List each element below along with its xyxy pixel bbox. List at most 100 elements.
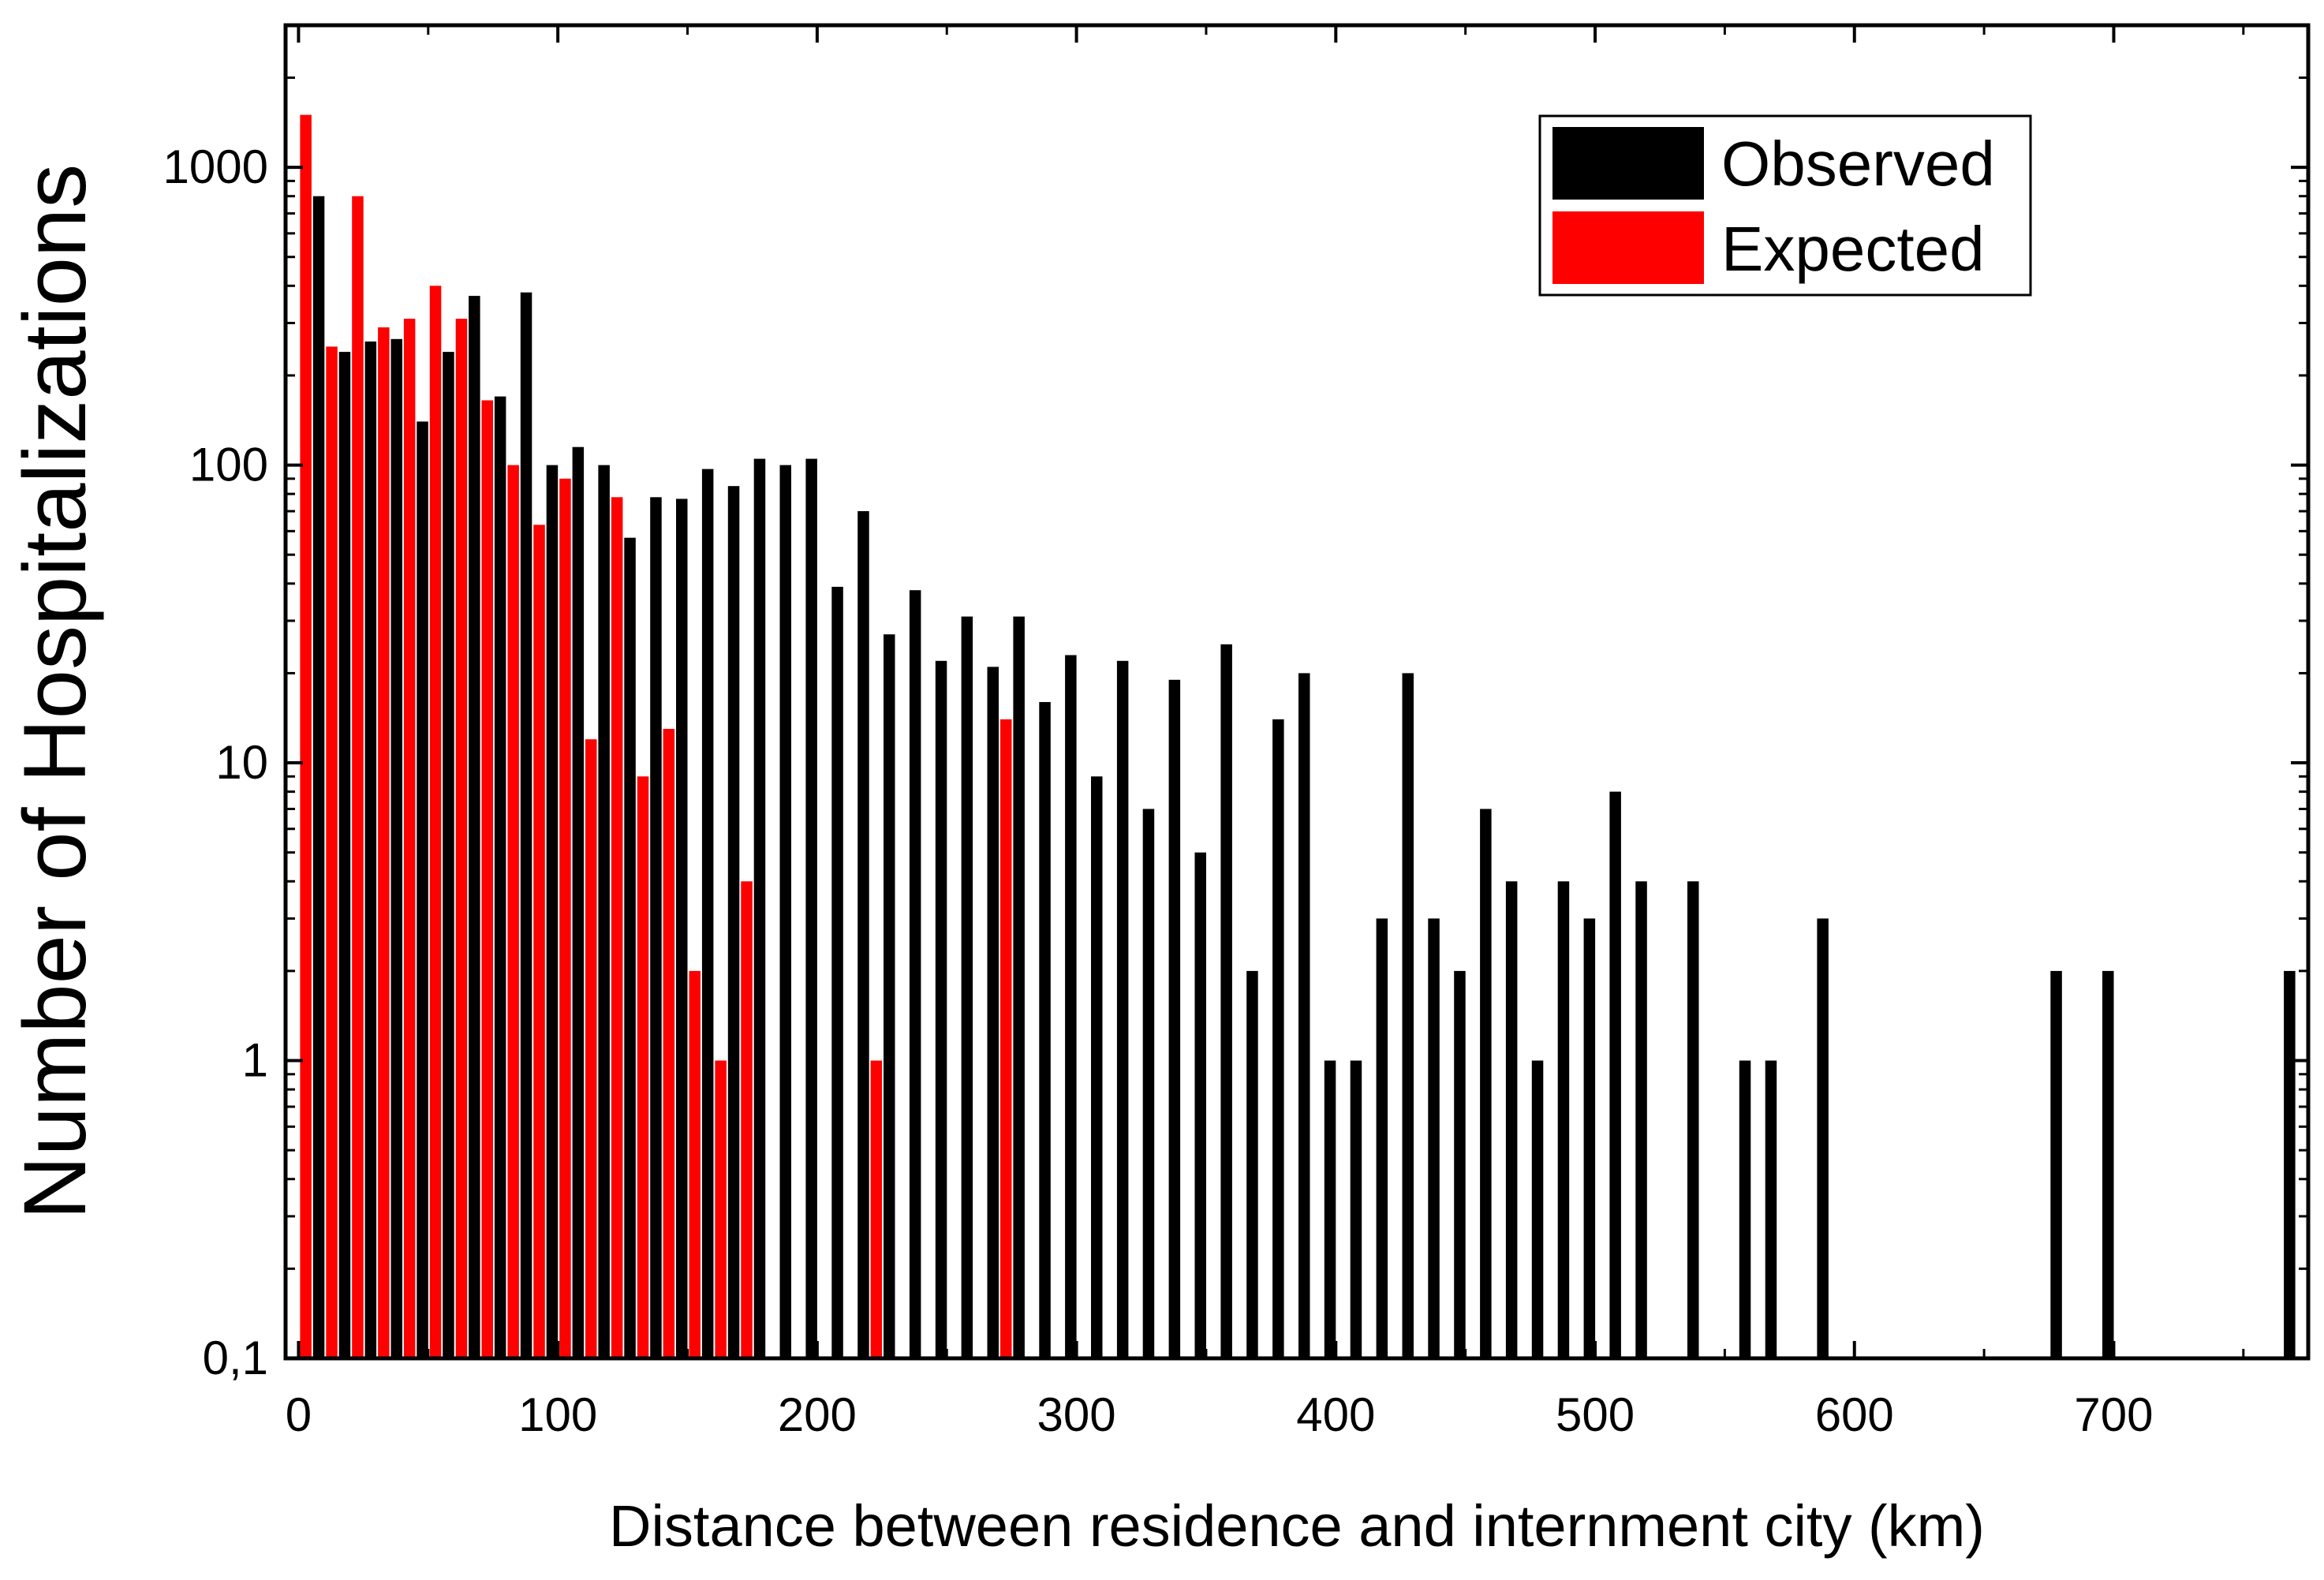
x-tick-label: 600 [1815,1388,1894,1441]
bar-observed-190 [779,465,791,1358]
bar-expected-20 [352,196,364,1359]
y-tick-label: 1000 [163,140,268,193]
y-tick-label: 0,1 [203,1332,268,1384]
bar-expected-50 [429,286,442,1358]
bar-observed-10 [312,196,325,1359]
bar-observed-100 [546,465,559,1358]
bar-observed-220 [857,511,869,1358]
bar-observed-170 [727,486,740,1359]
bars-layer [300,114,2296,1359]
bar-observed-380 [1272,719,1284,1358]
bar-expected-0 [300,114,312,1359]
bar-observed-590 [1817,918,1829,1358]
bar-observed-520 [1635,881,1647,1358]
bar-expected-60 [455,319,468,1359]
ticks-layer: 0 100 200 300 400 500 600 700 0,1 1 10 100 1000 [163,24,2308,1441]
bar-observed-360 [1220,644,1232,1358]
bar-observed-90 [520,292,532,1359]
y-tick-label: 10 [215,736,268,789]
bar-observed-150 [676,499,688,1358]
bar-observed-330 [1142,809,1155,1358]
x-tick-label: 500 [1556,1388,1635,1441]
bar-observed-510 [1609,791,1621,1358]
bar-observed-60 [443,352,454,1359]
bar-observed-500 [1583,918,1596,1358]
bar-observed-110 [572,446,585,1359]
bar-observed-240 [909,590,921,1358]
bar-observed-370 [1246,970,1258,1358]
bar-expected-30 [378,327,390,1358]
bar-expected-40 [403,319,416,1359]
bar-observed-770 [2284,970,2296,1358]
x-tick-label: 300 [1037,1388,1116,1441]
y-axis-title: Number of Hospitalizations [6,164,104,1220]
bar-observed-470 [1505,881,1518,1358]
bar-observed-700 [2102,970,2114,1358]
bar-expected-130 [637,776,649,1358]
bar-observed-40 [390,338,402,1358]
bar-observed-320 [1116,660,1129,1358]
bar-observed-30 [364,341,377,1358]
bar-observed-260 [961,616,973,1358]
bar-observed-140 [650,497,662,1358]
bar-observed-680 [2050,970,2062,1358]
bar-observed-400 [1324,1060,1336,1358]
bar-observed-290 [1039,702,1051,1358]
bar-expected-80 [507,465,519,1358]
x-tick-label: 100 [518,1388,597,1441]
bar-observed-230 [884,634,895,1358]
bar-observed-250 [935,660,947,1358]
bar-expected-150 [689,970,701,1358]
bar-expected-270 [1000,719,1012,1358]
bar-observed-130 [624,537,636,1359]
bar-observed-410 [1350,1060,1362,1358]
legend-label-observed: Observed [1721,129,1995,199]
bar-observed-540 [1687,881,1699,1358]
bar-expected-170 [741,881,753,1358]
bar-observed-350 [1194,852,1206,1358]
x-tick-label: 200 [778,1388,857,1441]
legend-swatch-observed [1552,127,1704,200]
bar-expected-220 [870,1060,883,1358]
bar-observed-440 [1428,918,1440,1358]
bar-observed-180 [753,458,766,1358]
legend-label-expected: Expected [1721,214,1985,284]
y-tick-label: 1 [242,1034,268,1087]
bar-observed-560 [1739,1060,1751,1358]
bar-expected-70 [481,400,493,1358]
bar-observed-280 [1013,616,1025,1358]
bar-observed-120 [598,465,610,1358]
bar-observed-480 [1531,1060,1544,1358]
bar-observed-430 [1402,673,1414,1358]
bar-expected-160 [715,1060,727,1358]
bar-expected-110 [585,739,597,1358]
legend-swatch-expected [1552,211,1704,284]
x-axis-title: Distance between residence and internmen… [609,1493,1985,1559]
bar-observed-310 [1091,776,1103,1358]
bar-observed-70 [469,296,480,1359]
bar-observed-420 [1376,918,1388,1358]
bar-observed-450 [1454,970,1466,1358]
bar-observed-200 [805,458,817,1358]
x-tick-label: 700 [2074,1388,2153,1441]
bar-expected-120 [611,497,623,1358]
bar-observed-160 [701,469,714,1358]
bar-observed-570 [1765,1060,1777,1358]
bar-observed-80 [494,396,506,1359]
bar-expected-10 [326,346,338,1358]
bar-observed-20 [338,352,351,1359]
bar-observed-300 [1065,655,1077,1358]
bar-observed-50 [417,421,428,1358]
bar-observed-460 [1480,809,1492,1358]
bar-observed-390 [1298,673,1310,1358]
bar-expected-90 [533,525,545,1358]
bar-observed-340 [1168,679,1181,1358]
plot-frame [283,23,2311,1361]
x-tick-label: 400 [1296,1388,1375,1441]
y-tick-label: 100 [189,439,268,491]
bar-observed-490 [1557,881,1570,1358]
x-tick-label: 0 [286,1388,312,1441]
legend: Observed Expected [1538,114,2032,297]
bar-observed-210 [831,586,843,1358]
